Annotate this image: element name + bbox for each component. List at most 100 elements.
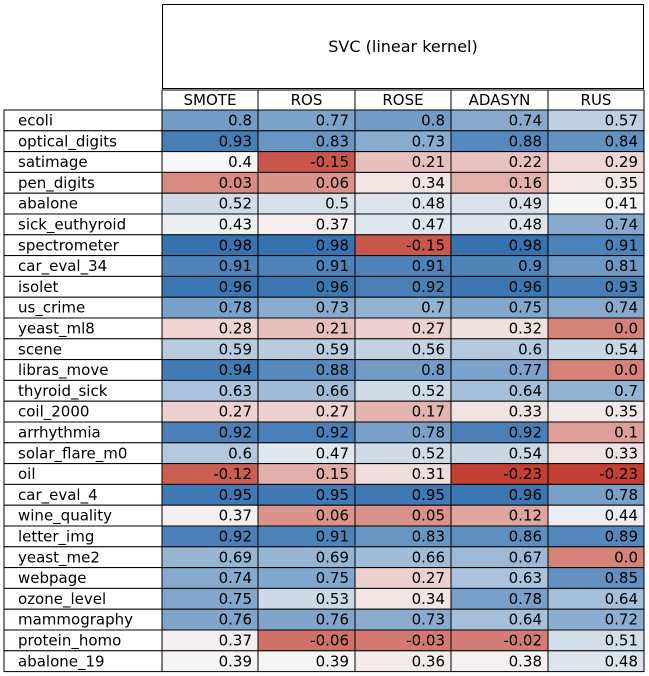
cell-value: 0.51 bbox=[605, 632, 638, 650]
row-label: car_eval_4 bbox=[18, 486, 98, 505]
cell-value: 0.77 bbox=[316, 112, 349, 130]
cell-value: 0.52 bbox=[219, 195, 252, 213]
row-label: sick_euthyroid bbox=[18, 216, 126, 235]
cell-value: 0.7 bbox=[614, 382, 638, 400]
cell-value: 0.49 bbox=[509, 195, 542, 213]
cell-value: 0.91 bbox=[316, 257, 349, 275]
row-label: car_eval_34 bbox=[18, 257, 107, 276]
cell-value: -0.12 bbox=[213, 465, 252, 483]
cell-value: 0.27 bbox=[412, 320, 445, 338]
cell-value: 0.7 bbox=[421, 299, 445, 317]
cell-value: 0.96 bbox=[219, 278, 252, 296]
cell-value: 0.27 bbox=[412, 569, 445, 587]
cell-value: 0.5 bbox=[325, 195, 349, 213]
cell-value: 0.27 bbox=[316, 403, 349, 421]
cell-value: 0.91 bbox=[412, 257, 445, 275]
cell-value: 0.91 bbox=[219, 257, 252, 275]
cell-value: 0.37 bbox=[219, 632, 252, 650]
cell-value: 0.41 bbox=[605, 195, 638, 213]
cell-value: 0.73 bbox=[412, 132, 445, 150]
row-label: wine_quality bbox=[18, 507, 112, 526]
cell-value: 0.75 bbox=[509, 299, 542, 317]
row-label: thyroid_sick bbox=[18, 382, 108, 401]
cell-value: 0.57 bbox=[605, 112, 638, 130]
cell-value: 0.44 bbox=[605, 507, 638, 525]
cell-value: -0.15 bbox=[406, 236, 445, 254]
cell-value: 0.76 bbox=[219, 611, 252, 629]
row-label: solar_flare_m0 bbox=[18, 444, 127, 463]
cell-value: 0.54 bbox=[605, 340, 638, 358]
cell-value: 0.16 bbox=[509, 174, 542, 192]
cell-value: 0.03 bbox=[219, 174, 252, 192]
cell-value: 0.93 bbox=[219, 132, 252, 150]
cell-value: 0.78 bbox=[219, 299, 252, 317]
cell-value: 0.69 bbox=[219, 548, 252, 566]
cell-value: 0.96 bbox=[509, 486, 542, 504]
cell-value: 0.36 bbox=[412, 652, 445, 670]
cell-value: 0.1 bbox=[614, 424, 638, 442]
cell-value: -0.15 bbox=[310, 153, 349, 171]
cell-value: 0.76 bbox=[316, 611, 349, 629]
cell-value: 0.06 bbox=[316, 507, 349, 525]
cell-value: 0.21 bbox=[316, 320, 349, 338]
cell-value: 0.92 bbox=[316, 424, 349, 442]
row-label: coil_2000 bbox=[18, 403, 89, 422]
cell-value: 0.0 bbox=[614, 548, 638, 566]
cell-value: 0.48 bbox=[412, 195, 445, 213]
cell-value: 0.88 bbox=[316, 361, 349, 379]
cell-value: 0.74 bbox=[605, 299, 638, 317]
row-label: libras_move bbox=[18, 361, 108, 380]
cell-value: 0.95 bbox=[316, 486, 349, 504]
row-label: abalone bbox=[18, 195, 78, 213]
cell-value: 0.38 bbox=[509, 652, 542, 670]
cell-value: 0.9 bbox=[518, 257, 542, 275]
cell-value: 0.05 bbox=[412, 507, 445, 525]
cell-value: 0.37 bbox=[316, 216, 349, 234]
cell-value: 0.98 bbox=[316, 236, 349, 254]
row-label: pen_digits bbox=[18, 174, 95, 193]
cell-value: 0.47 bbox=[316, 444, 349, 462]
cell-value: -0.06 bbox=[310, 632, 349, 650]
cell-value: 0.8 bbox=[228, 112, 252, 130]
cell-value: -0.02 bbox=[503, 632, 542, 650]
cell-value: 0.67 bbox=[509, 548, 542, 566]
cell-value: 0.6 bbox=[518, 340, 542, 358]
cell-value: 0.32 bbox=[509, 320, 542, 338]
cell-value: 0.92 bbox=[219, 424, 252, 442]
cell-value: 0.12 bbox=[509, 507, 542, 525]
row-label: mammography bbox=[18, 611, 133, 629]
cell-value: 0.95 bbox=[219, 486, 252, 504]
cell-value: 0.63 bbox=[509, 569, 542, 587]
cell-value: -0.03 bbox=[406, 632, 445, 650]
row-label: scene bbox=[18, 340, 62, 358]
cell-value: 0.91 bbox=[316, 528, 349, 546]
cell-value: 0.74 bbox=[605, 216, 638, 234]
cell-value: 0.33 bbox=[605, 444, 638, 462]
cell-value: 0.06 bbox=[316, 174, 349, 192]
cell-value: 0.91 bbox=[605, 236, 638, 254]
cell-value: 0.48 bbox=[509, 216, 542, 234]
cell-value: 0.8 bbox=[421, 112, 445, 130]
cell-value: 0.64 bbox=[509, 611, 542, 629]
cell-value: 0.0 bbox=[614, 320, 638, 338]
row-label: optical_digits bbox=[18, 132, 117, 151]
cell-value: 0.73 bbox=[412, 611, 445, 629]
cell-value: 0.27 bbox=[219, 403, 252, 421]
cell-value: 0.89 bbox=[605, 528, 638, 546]
cell-value: 0.47 bbox=[412, 216, 445, 234]
cell-value: 0.59 bbox=[316, 340, 349, 358]
cell-value: 0.84 bbox=[605, 132, 638, 150]
cell-value: 0.39 bbox=[316, 652, 349, 670]
cell-value: 0.64 bbox=[509, 382, 542, 400]
cell-value: 0.85 bbox=[605, 569, 638, 587]
cell-value: 0.69 bbox=[316, 548, 349, 566]
cell-value: 0.74 bbox=[509, 112, 542, 130]
cell-value: 0.66 bbox=[316, 382, 349, 400]
cell-value: 0.33 bbox=[509, 403, 542, 421]
cell-value: 0.98 bbox=[509, 236, 542, 254]
row-label: webpage bbox=[18, 569, 86, 587]
cell-value: 0.74 bbox=[219, 569, 252, 587]
cell-value: 0.72 bbox=[605, 611, 638, 629]
cell-value: 0.34 bbox=[412, 590, 445, 608]
cell-value: 0.95 bbox=[412, 486, 445, 504]
